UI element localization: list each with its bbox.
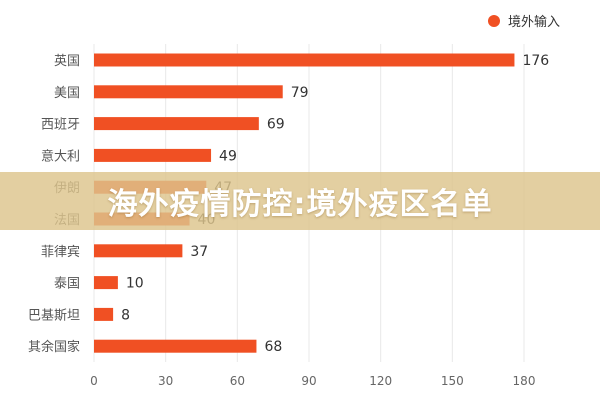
legend-marker [488,15,500,27]
data-label: 79 [291,85,309,101]
legend-label: 境外输入 [508,14,560,30]
bar [94,244,183,258]
bar [94,339,257,353]
data-label: 37 [190,244,208,260]
bar [94,117,259,131]
category-label: 泰国 [54,277,80,292]
legend: 境外输入 [488,14,560,30]
x-tick-label: 120 [369,374,392,388]
data-label: 176 [522,53,549,69]
data-label: 69 [267,117,285,133]
category-label: 美国 [54,86,80,101]
x-axis-ticks: 0 30 60 90 120 150 180 [90,374,535,388]
category-label: 菲律宾 [41,244,80,260]
data-label: 49 [219,148,237,164]
bar [94,53,515,67]
bar [94,85,283,99]
title-banner: 海外疫情防控:境外疫区名单 [0,172,600,230]
category-label: 英国 [54,54,80,69]
x-tick-label: 30 [158,374,173,388]
x-tick-label: 150 [441,374,464,388]
x-tick-label: 0 [90,374,98,388]
category-label: 巴基斯坦 [28,308,80,323]
x-tick-label: 180 [513,374,536,388]
x-tick-label: 60 [230,374,245,388]
category-label: 意大利 [41,148,80,164]
x-tick-label: 90 [301,374,316,388]
bar [94,148,212,162]
bar [94,307,114,321]
data-label: 10 [126,276,144,292]
category-label: 西班牙 [41,118,80,133]
data-label: 8 [121,307,130,323]
banner-title: 海外疫情防控:境外疫区名单 [107,187,493,222]
category-label: 其余国家 [28,339,80,355]
bar [94,276,118,290]
data-label: 68 [264,339,282,355]
